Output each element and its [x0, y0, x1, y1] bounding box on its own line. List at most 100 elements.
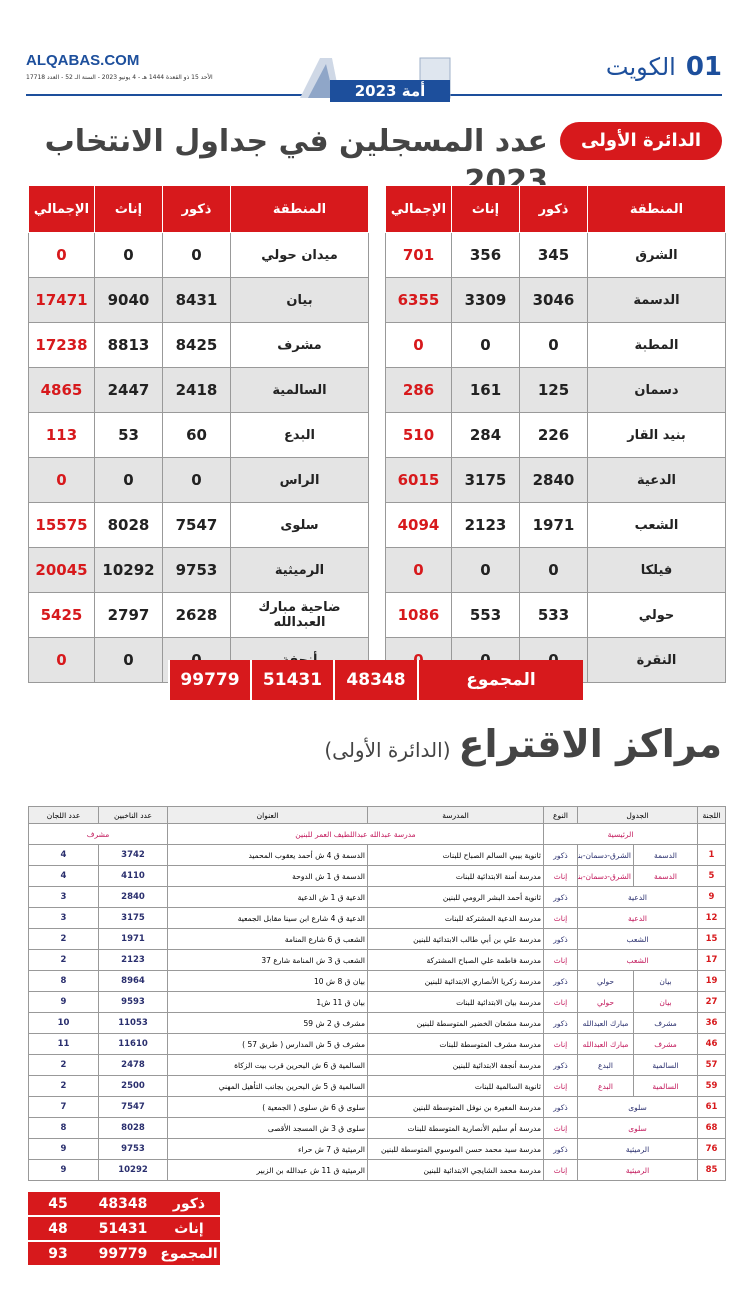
school: ثانوية أحمد البشر الرومي للبنين [367, 886, 544, 908]
school: مدرسة أنجفة الابتدائية للبنين [367, 1054, 544, 1076]
school: مدرسة سيد محمد حسن الموسوي المتوسطة للبن… [367, 1138, 544, 1160]
address: مشرف ق 2 ش 59 [167, 1012, 368, 1034]
data-row: 59 السالمية البدع إناث ثانوية السالمية للبنا… [28, 1075, 726, 1097]
count: 9040 [94, 277, 163, 323]
table-area: مبارك العبدالله [577, 1033, 634, 1055]
count: 10292 [94, 547, 163, 593]
count: 113 [28, 412, 95, 458]
count: 0 [519, 547, 588, 593]
committees: 11 [28, 1033, 99, 1055]
count: 4094 [385, 502, 452, 548]
committee: 5 [697, 865, 726, 887]
table-area: الشرق-دسمان-بنيد القار [577, 865, 634, 887]
summary-label: ذكور [158, 1192, 220, 1217]
district-badge: الدائرة الأولى [560, 122, 722, 160]
count: 53 [94, 412, 163, 458]
summary-committees: 48 [28, 1216, 88, 1242]
polling-heading: مراكز الاقتراع (الدائرة الأولى) [324, 722, 722, 766]
header-row: المنطقة ذكور إناث الإجمالي [385, 185, 726, 233]
voters: 8964 [98, 970, 168, 992]
count: 8028 [94, 502, 163, 548]
voters: 11053 [98, 1012, 168, 1034]
logo-text: أمة 2023 [355, 81, 426, 100]
data-row: سلوى 7547 8028 15575 [28, 502, 369, 548]
data-row: 61 سلوى ذكور مدرسة المغيرة بن نوفل المتوسطة… [28, 1096, 726, 1118]
count: 8425 [162, 322, 231, 368]
address: بيان ق 11 ش1 [167, 991, 368, 1013]
gender: ذكور [543, 1054, 578, 1076]
count: 15575 [28, 502, 95, 548]
count: 2797 [94, 592, 163, 638]
table-area: الرميثية [577, 1138, 698, 1160]
committee: 15 [697, 928, 726, 950]
column-header: النوع [543, 806, 578, 824]
count: 0 [94, 232, 163, 278]
table-area: الدسمة [633, 865, 698, 887]
count: 9753 [162, 547, 231, 593]
gender: إناث [543, 1033, 578, 1055]
count: 6355 [385, 277, 452, 323]
section-heading: 01 الكويت [606, 52, 722, 82]
count: 2123 [451, 502, 520, 548]
address: بيان ق 8 ش 10 [167, 970, 368, 992]
count: 701 [385, 232, 452, 278]
column-header: ذكور [162, 185, 231, 233]
data-row: الشعب 1971 2123 4094 [385, 502, 726, 548]
address: الدعية ق 1 ش الدعية [167, 886, 368, 908]
area-name: ضاحية مبارك العبدالله [230, 592, 369, 638]
committees: 2 [28, 928, 99, 950]
voters: 9753 [98, 1138, 168, 1160]
count: 0 [162, 457, 231, 503]
count: 5425 [28, 592, 95, 638]
voters: 7547 [98, 1096, 168, 1118]
committee: 76 [697, 1138, 726, 1160]
data-row: دسمان 125 161 286 [385, 367, 726, 413]
column-header: العنوان [167, 806, 368, 824]
address: السالمية ق 6 ش البحرين قرب بيت الزكاة [167, 1054, 368, 1076]
address: الشعب ق 6 شارع المنامة [167, 928, 368, 950]
count: 125 [519, 367, 588, 413]
table-area: الشعب [577, 928, 698, 950]
gender: إناث [543, 991, 578, 1013]
summary-voters: 99779 [88, 1241, 158, 1267]
total-bar: المجموع 48348 51431 99779 [168, 660, 583, 700]
committee: 12 [697, 907, 726, 929]
committee: 27 [697, 991, 726, 1013]
voters: 8028 [98, 1117, 168, 1139]
table-area: مشرف [633, 1012, 698, 1034]
gender: إناث [543, 949, 578, 971]
total-label: المجموع [417, 660, 583, 700]
count: 8431 [162, 277, 231, 323]
committee: 9 [697, 886, 726, 908]
count: 2840 [519, 457, 588, 503]
column-header: اللجنة [697, 806, 726, 824]
count: 286 [385, 367, 452, 413]
count: 60 [162, 412, 231, 458]
count: 553 [451, 592, 520, 638]
count: 0 [162, 232, 231, 278]
area-name: ميدان حولي [230, 232, 369, 278]
table-area: السالمية [633, 1054, 698, 1076]
registered-table: المنطقة ذكور إناث الإجمالي الشرق 345 356 701 الد… [385, 185, 726, 683]
committee: 61 [697, 1096, 726, 1118]
committees: 9 [28, 1138, 99, 1160]
committee: 36 [697, 1012, 726, 1034]
gender: إناث [543, 907, 578, 929]
data-row: 36 مشرف مبارك العبدالله ذكور مدرسة مشعان الخ… [28, 1012, 726, 1034]
area-name: مشرف [230, 322, 369, 368]
main-row: الرئيسية مدرسة عبدالله عبداللطيف العمر لل… [28, 823, 726, 845]
data-row: الدسمة 3046 3309 6355 [385, 277, 726, 323]
school: ثانوية السالمية للبنات [367, 1075, 544, 1097]
area-name: الراس [230, 457, 369, 503]
area-name: فيلكا [587, 547, 726, 593]
count: 0 [28, 637, 95, 683]
table-area: الشعب [577, 949, 698, 971]
school: مدرسة بيان الابتدائية للبنات [367, 991, 544, 1013]
summary-committees: 93 [28, 1241, 88, 1267]
committee: 19 [697, 970, 726, 992]
count: 356 [451, 232, 520, 278]
school: مدرسة أم سليم الأنصارية المتوسطة للبنات [367, 1117, 544, 1139]
polling-subtitle: (الدائرة الأولى) [324, 738, 451, 762]
empty-cell [697, 823, 726, 845]
